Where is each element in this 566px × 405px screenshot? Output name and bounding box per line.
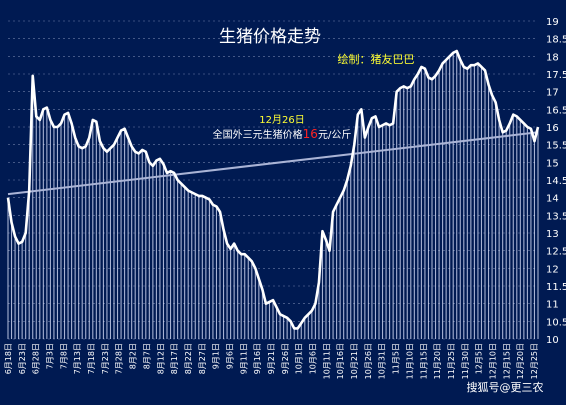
x-tick-label: 9月21日 bbox=[267, 343, 276, 374]
x-tick-label: 9月1日 bbox=[212, 343, 221, 369]
watermark: 搜狐号@更三农 bbox=[467, 380, 544, 394]
x-tick-label: 11月5日 bbox=[392, 343, 401, 374]
price-line bbox=[6, 49, 540, 330]
x-tick-label: 9月6日 bbox=[225, 343, 234, 369]
y-tick-label: 11 bbox=[546, 300, 559, 311]
x-tick-label: 11月30日 bbox=[461, 343, 470, 379]
x-tick-label: 9月11日 bbox=[239, 343, 248, 374]
y-tick-label: 18.5 bbox=[546, 35, 566, 46]
x-tick-label: 10月1日 bbox=[295, 343, 304, 374]
x-axis: 6月18日 6月23日 6月28日 7月3日 7月8日 7月13日 7月18日 7月23日 7月… bbox=[4, 343, 539, 379]
price-bars bbox=[7, 51, 539, 339]
chart-title: 生猪价格走势 bbox=[219, 27, 321, 47]
y-tick-label: 14 bbox=[546, 194, 559, 205]
y-tick-label: 10 bbox=[546, 335, 559, 346]
x-tick-label: 12月20日 bbox=[516, 343, 525, 379]
x-tick-label: 7月23日 bbox=[101, 343, 110, 374]
x-tick-label: 10月21日 bbox=[350, 343, 359, 379]
x-tick-label: 11月10日 bbox=[405, 343, 414, 379]
x-tick-label: 10月26日 bbox=[364, 343, 373, 379]
annotation-prefix: 全国外三元生猪价格 bbox=[213, 128, 303, 141]
x-tick-label: 8月22日 bbox=[184, 343, 193, 374]
grid-layer bbox=[8, 20, 538, 340]
y-tick-label: 10.5 bbox=[546, 317, 566, 328]
y-tick-label: 15.5 bbox=[546, 141, 566, 152]
y-tick-label: 18 bbox=[546, 52, 559, 63]
y-tick-label: 11.5 bbox=[546, 282, 566, 293]
x-tick-label: 12月15日 bbox=[502, 343, 511, 379]
y-tick-label: 14.5 bbox=[546, 176, 566, 187]
y-tick-label: 16 bbox=[546, 123, 559, 134]
x-tick-label: 11月15日 bbox=[419, 343, 428, 379]
credit-label: 绘制：猪友巴巴 bbox=[338, 52, 415, 66]
x-tick-label: 12月10日 bbox=[488, 343, 497, 379]
annotation-date: 12月26日 bbox=[259, 114, 304, 126]
x-tick-label: 12月5日 bbox=[475, 343, 484, 374]
annotation-value: 16 bbox=[303, 127, 318, 141]
y-tick-label: 12.5 bbox=[546, 247, 566, 258]
x-tick-label: 10月11日 bbox=[322, 343, 331, 379]
trend-layer bbox=[7, 131, 539, 196]
x-tick-label: 6月28日 bbox=[32, 343, 41, 374]
y-tick-label: 13.5 bbox=[546, 211, 566, 222]
x-tick-label: 8月12日 bbox=[156, 343, 165, 374]
y-tick-label: 15 bbox=[546, 158, 559, 169]
x-tick-label: 7月18日 bbox=[87, 343, 96, 374]
y-tick-label: 16.5 bbox=[546, 105, 566, 116]
trend-line bbox=[7, 131, 539, 196]
y-tick-label: 19 bbox=[546, 17, 559, 28]
x-tick-label: 6月18日 bbox=[4, 343, 13, 374]
x-tick-label: 12月25日 bbox=[530, 343, 539, 379]
x-tick-label: 10月6日 bbox=[309, 343, 318, 374]
annotation-suffix: 元/公斤 bbox=[318, 129, 351, 141]
x-tick-label: 11月20日 bbox=[433, 343, 442, 379]
x-tick-label: 10月31日 bbox=[378, 343, 387, 379]
x-tick-label: 7月8日 bbox=[59, 343, 68, 369]
line-layer bbox=[6, 49, 540, 330]
x-tick-label: 8月27日 bbox=[198, 343, 207, 374]
x-tick-label: 8月2日 bbox=[129, 343, 138, 369]
x-tick-label: 7月3日 bbox=[46, 343, 55, 369]
y-tick-label: 13 bbox=[546, 229, 559, 240]
x-tick-label: 7月28日 bbox=[115, 343, 124, 374]
x-tick-label: 10月16日 bbox=[336, 343, 345, 379]
x-tick-label: 9月26日 bbox=[281, 343, 290, 374]
x-tick-label: 8月7日 bbox=[142, 343, 151, 369]
x-tick-label: 7月13日 bbox=[73, 343, 82, 374]
x-tick-label: 6月23日 bbox=[18, 343, 27, 374]
x-tick-label: 9月16日 bbox=[253, 343, 262, 374]
annotation-text: 全国外三元生猪价格16元/公斤 bbox=[213, 127, 352, 141]
y-tick-label: 17.5 bbox=[546, 70, 566, 81]
x-tick-label: 11月25日 bbox=[447, 343, 456, 379]
y-tick-label: 17 bbox=[546, 88, 559, 99]
x-tick-label: 8月17日 bbox=[170, 343, 179, 374]
y-tick-label: 12 bbox=[546, 264, 559, 275]
y-axis: 10 10.5 11 11.5 12 12.5 13 13.5 14 14.5 15 15.5 16 16… bbox=[546, 17, 566, 346]
